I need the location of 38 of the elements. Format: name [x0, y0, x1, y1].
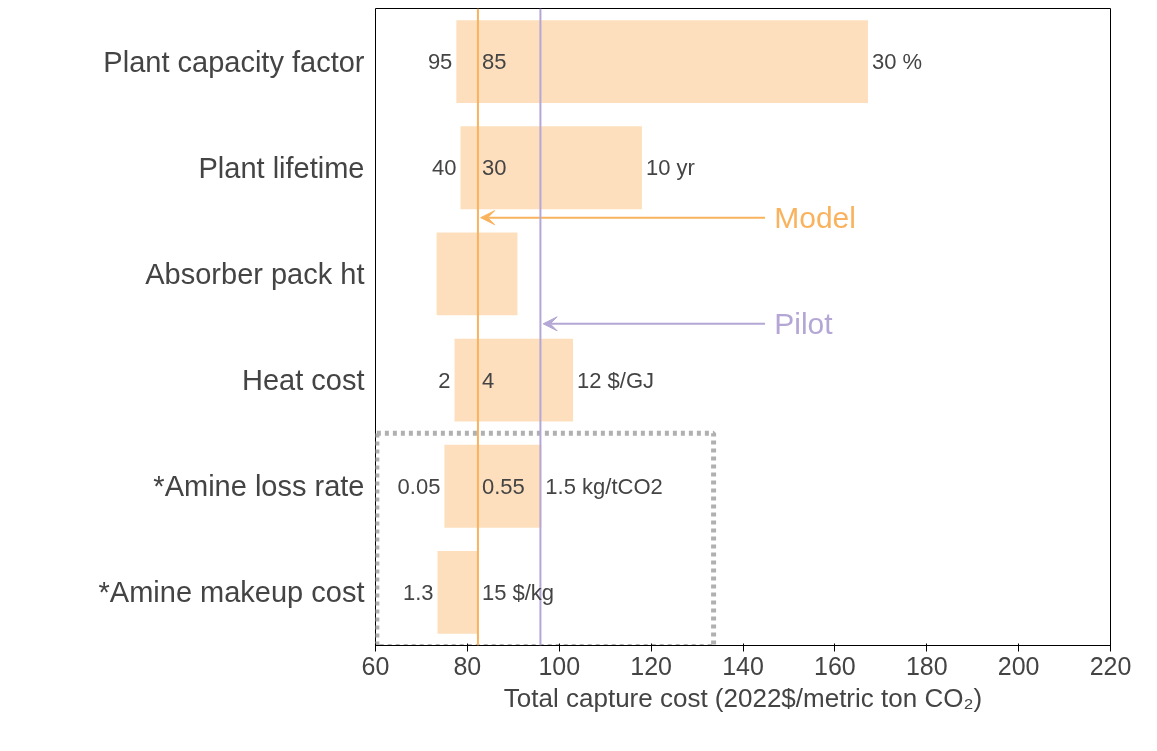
bar — [456, 20, 868, 103]
annotation: 2 — [438, 367, 451, 393]
y-tick-label: *Amine makeup cost — [98, 576, 365, 609]
x-axis-title: Total capture cost (2022$/metric ton CO₂) — [503, 682, 983, 713]
x-tick-label: 200 — [997, 651, 1040, 680]
annotation: 1.3 — [402, 579, 434, 605]
x-tick-label: 100 — [538, 651, 581, 680]
annotation: 95 — [427, 49, 453, 75]
bar — [436, 232, 518, 316]
annotation: 85 — [481, 49, 507, 75]
x-tick-label: 140 — [722, 651, 764, 680]
bar — [454, 338, 574, 422]
annotation: 15 $/kg — [481, 579, 555, 605]
annotation: 30 — [481, 155, 507, 181]
y-tick-label: Plant lifetime — [198, 151, 365, 184]
annotation: 12 $/GJ — [577, 367, 655, 393]
annotation: 30 % — [871, 49, 923, 75]
annotation: 1.5 kg/tCO2 — [545, 473, 663, 499]
bar — [460, 126, 642, 210]
x-tick-label: 60 — [361, 651, 390, 680]
annotation: 0.55 — [481, 473, 525, 499]
y-tick-label: Absorber pack ht — [145, 257, 365, 290]
annotation: 10 yr — [645, 155, 695, 181]
x-tick-label: 120 — [630, 651, 672, 680]
ref-line-label: Model — [774, 201, 856, 235]
annotation: 0.05 — [397, 473, 441, 499]
x-tick-label: 160 — [814, 651, 856, 680]
y-tick-label: *Amine loss rate — [153, 470, 365, 503]
bar — [437, 551, 478, 634]
ref-line-label: Pilot — [774, 307, 834, 341]
x-tick-label: 220 — [1089, 651, 1132, 680]
x-tick-label: 180 — [905, 651, 948, 680]
y-tick-label: Plant capacity factor — [103, 45, 365, 78]
x-tick-label: 80 — [453, 651, 482, 680]
y-tick-label: Heat cost — [242, 364, 365, 397]
annotation: 40 — [432, 155, 457, 181]
bar — [444, 444, 542, 528]
annotation: 4 — [481, 367, 495, 393]
